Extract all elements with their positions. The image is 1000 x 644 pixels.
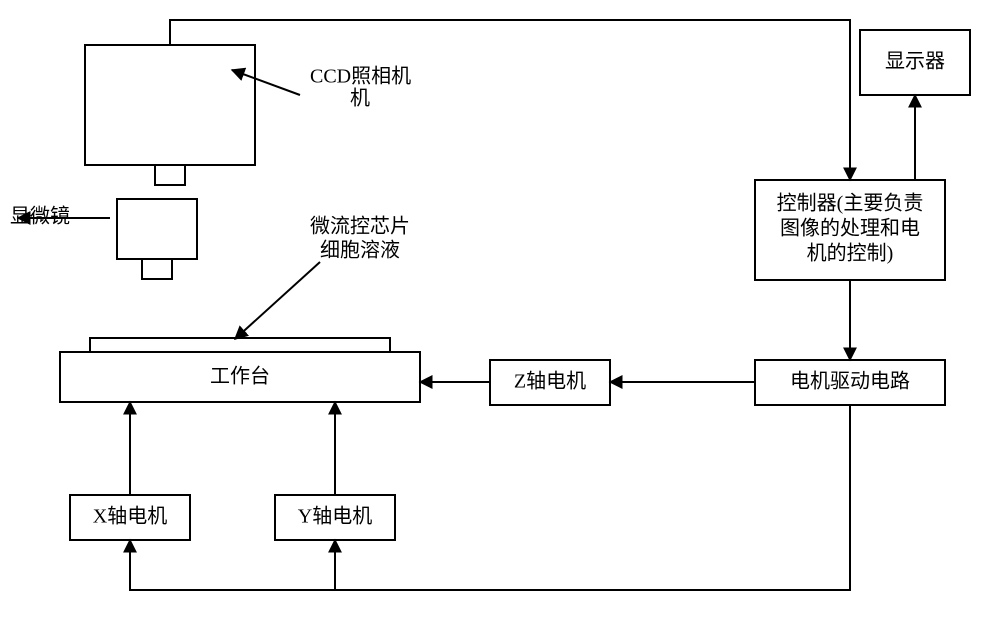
microscope-port-box	[142, 259, 172, 279]
controller-label-3: 机的控制)	[807, 242, 894, 265]
ccd-port-box	[155, 165, 185, 185]
diagram-svg: CCD照相机 机 显微镜 微流控芯片 细胞溶液 工作台 Z轴电机 电机驱动电路 …	[0, 0, 1000, 644]
ccd-camera-box	[85, 45, 255, 165]
microscope-label: 显微镜	[10, 205, 70, 228]
display-label: 显示器	[885, 51, 945, 73]
ccd-label-line1: CCD照相机	[310, 65, 411, 88]
z-motor-label: Z轴电机	[514, 370, 586, 393]
edge-ccd-to-controller	[170, 20, 850, 180]
microscope-box	[117, 199, 197, 259]
chip-label-line1: 微流控芯片	[310, 215, 410, 238]
chip-pointer	[235, 262, 320, 339]
chip-label-line2: 细胞溶液	[320, 239, 400, 262]
x-motor-label: X轴电机	[93, 505, 167, 528]
driver-label: 电机驱动电路	[790, 370, 910, 393]
worktable-label: 工作台	[210, 365, 270, 388]
chip-box	[90, 338, 390, 352]
controller-label-2: 图像的处理和电	[780, 217, 920, 240]
ccd-label-line2: 机	[350, 87, 370, 110]
edge-driver-to-xmotor	[130, 540, 335, 590]
edge-driver-to-ymotor	[335, 405, 850, 590]
controller-label-1: 控制器(主要负责	[777, 192, 924, 215]
y-motor-label: Y轴电机	[298, 505, 372, 528]
